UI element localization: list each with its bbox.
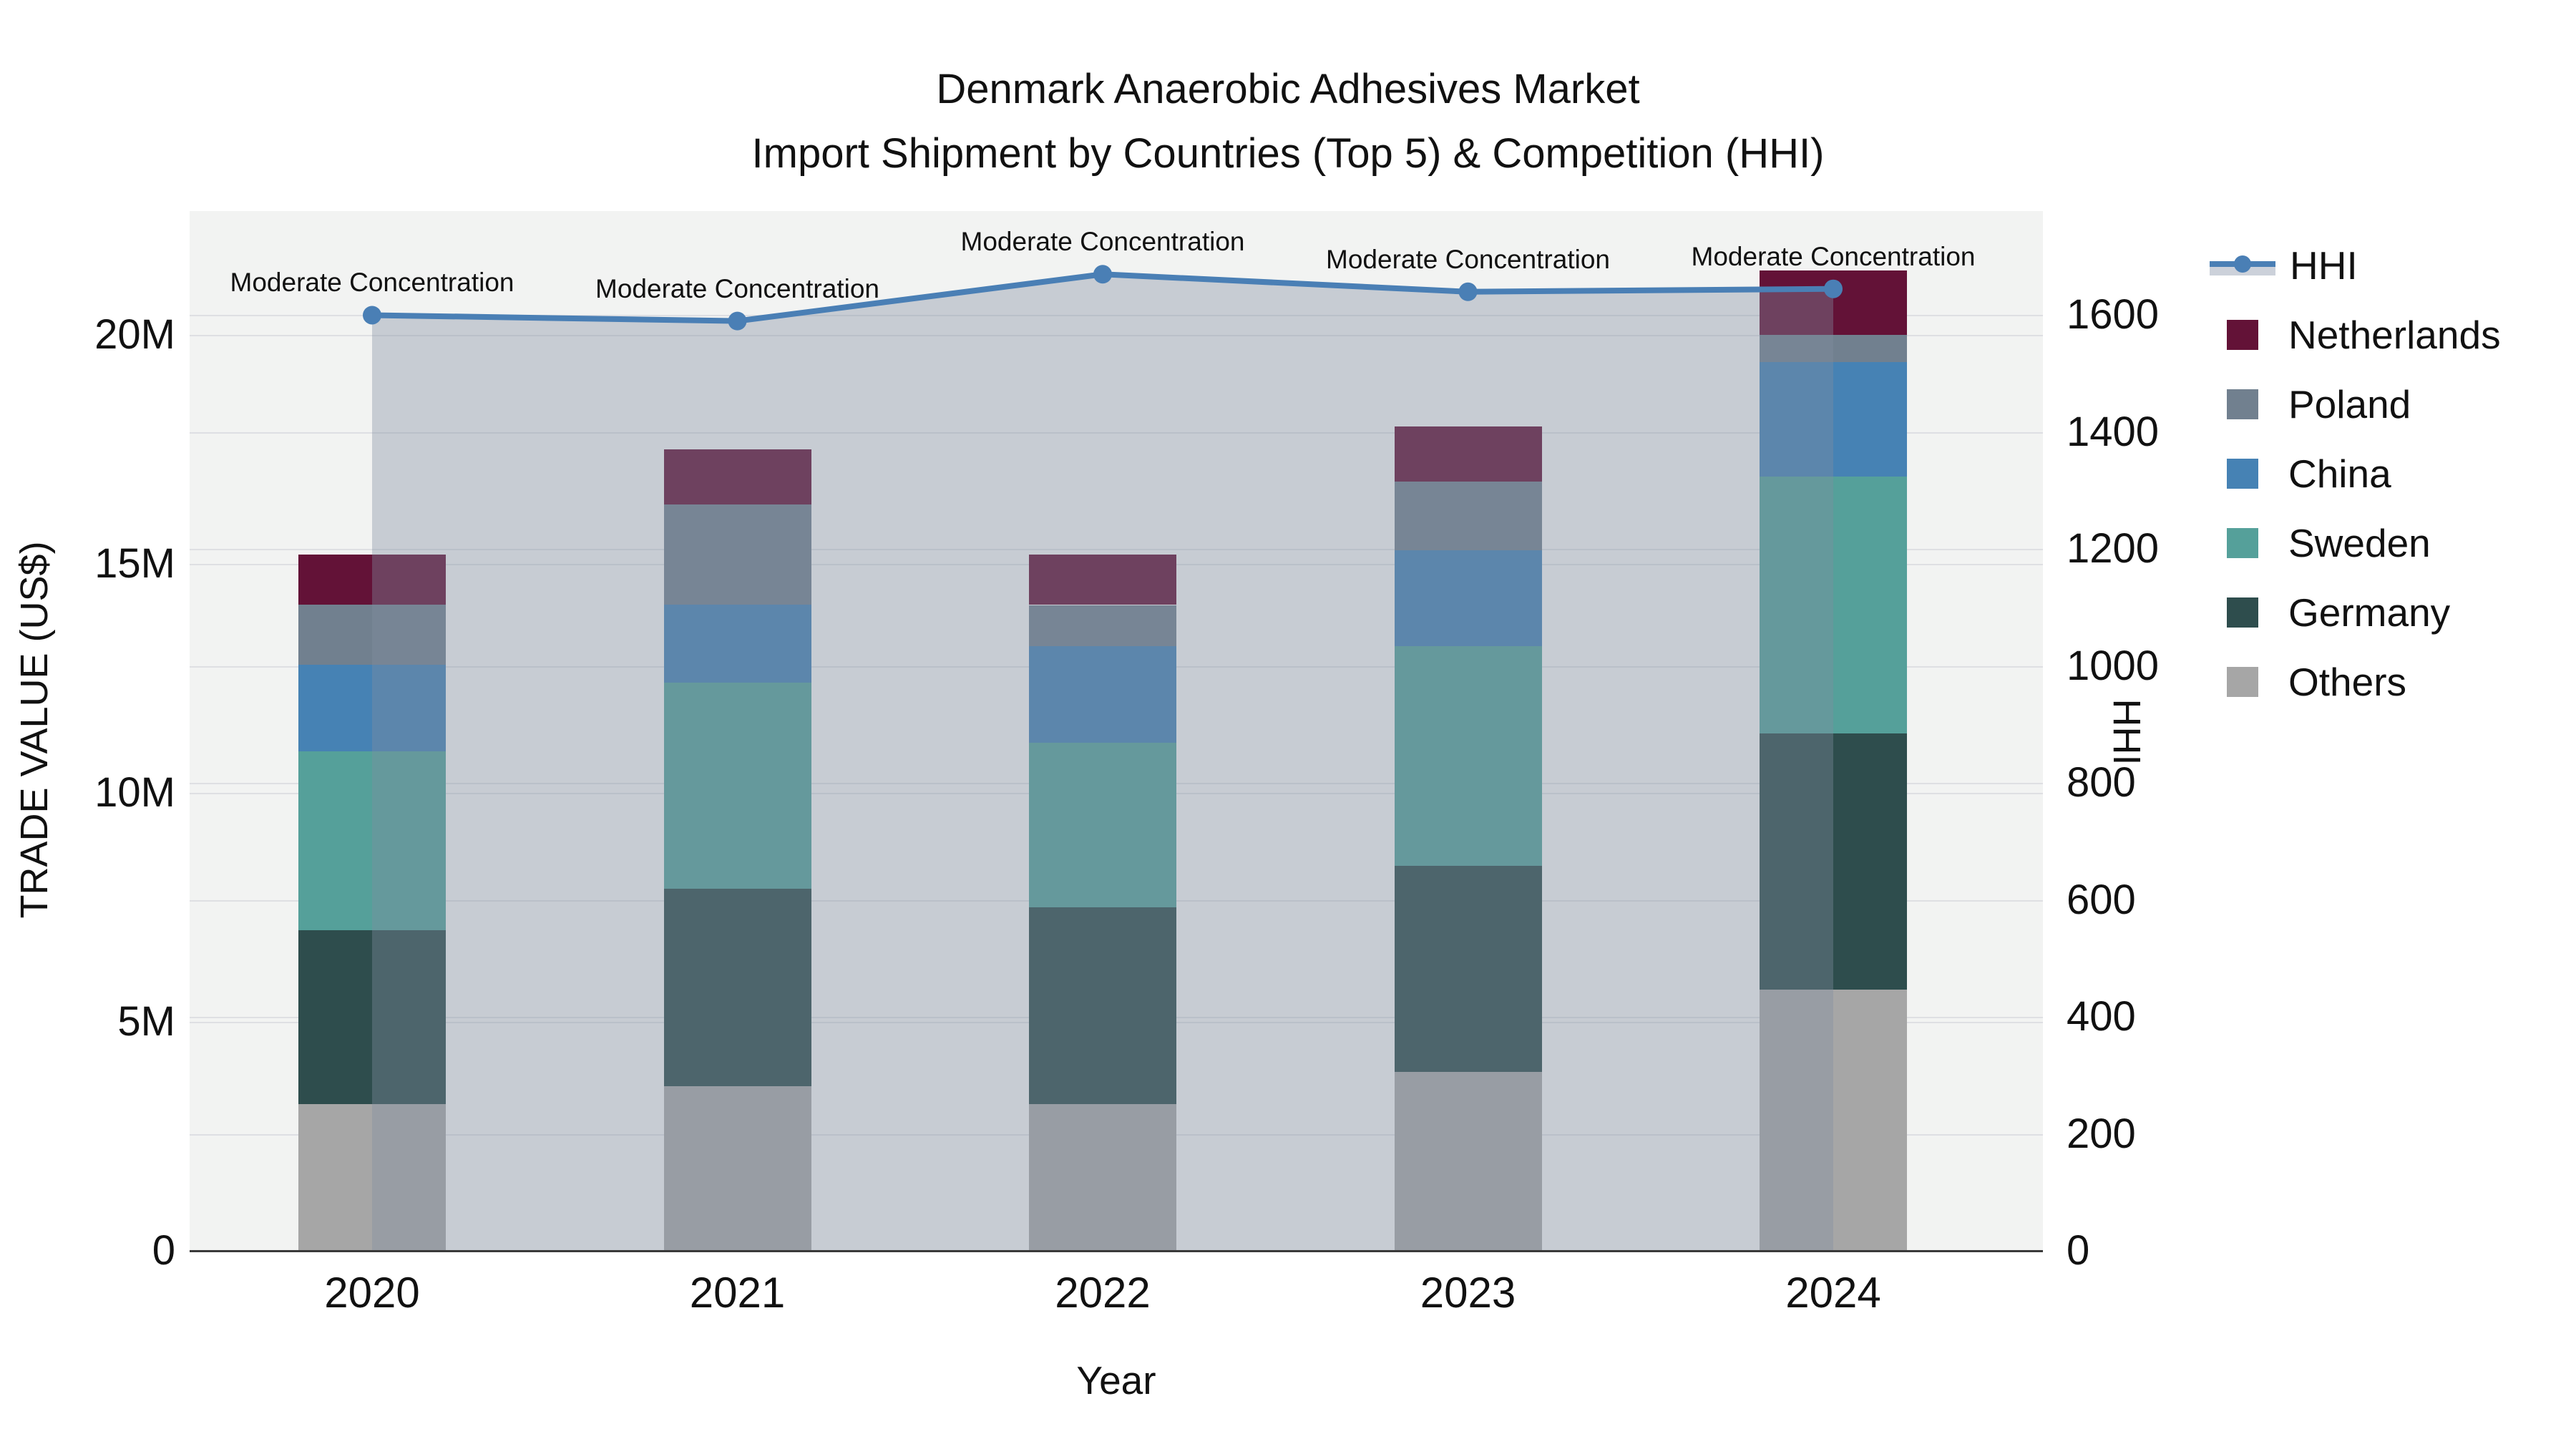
legend-swatch-others	[2227, 666, 2258, 697]
bar-segment-netherlands-2023	[1394, 426, 1542, 482]
bar-segment-others-2022	[1029, 1104, 1176, 1251]
legend-label-sweden: Sweden	[2288, 520, 2431, 565]
legend: HHI Netherlands Poland China Sweden Germany Ot…	[2210, 230, 2501, 716]
bar-segment-sweden-2021	[663, 683, 811, 889]
chart-title-line2: Import Shipment by Countries (Top 5) & C…	[751, 130, 1825, 177]
bar-segment-others-2023	[1394, 1072, 1542, 1251]
legend-swatch-netherlands	[2227, 319, 2258, 350]
legend-item-china[interactable]: China	[2210, 439, 2501, 508]
bar-segment-germany-2024	[1760, 733, 1907, 990]
hhi-gridline	[190, 431, 2043, 434]
hhi-marker-2023	[1458, 282, 1478, 301]
x-axis-title: Year	[1076, 1358, 1156, 1402]
trade-value-gridline	[190, 334, 2043, 336]
legend-swatch-china	[2227, 458, 2258, 489]
legend-label-china: China	[2288, 451, 2391, 496]
hhi-gridline	[190, 549, 2043, 551]
bar-segment-china-2022	[1029, 646, 1176, 743]
bar-segment-germany-2023	[1394, 866, 1542, 1073]
y2-tick-1200: 1200	[2067, 525, 2160, 572]
y2-tick-1000: 1000	[2067, 642, 2160, 689]
bar-segment-poland-2022	[1029, 605, 1176, 647]
bar-segment-others-2024	[1760, 990, 1907, 1251]
bar-segment-netherlands-2022	[1029, 555, 1176, 605]
legend-label-poland: Poland	[2288, 381, 2411, 426]
legend-item-netherlands[interactable]: Netherlands	[2210, 300, 2501, 369]
hhi-marker-swatch	[2234, 255, 2251, 273]
x-tick-2020: 2020	[324, 1269, 420, 1317]
bar-segment-others-2021	[663, 1085, 811, 1251]
legend-swatch-poland	[2227, 389, 2258, 419]
bar-segment-poland-2023	[1394, 481, 1542, 550]
bar-segment-sweden-2024	[1760, 477, 1907, 733]
x-tick-2022: 2022	[1055, 1269, 1151, 1317]
bar-segment-others-2020	[298, 1104, 446, 1251]
y-tick-15M: 15M	[94, 540, 175, 587]
x-axis-line	[190, 1250, 2043, 1252]
bar-segment-sweden-2020	[298, 751, 446, 930]
y-tick-5M: 5M	[117, 997, 175, 1045]
legend-label-others: Others	[2288, 659, 2407, 704]
y2-tick-800: 800	[2067, 759, 2136, 806]
annotation-2022: Moderate Concentration	[960, 227, 1245, 257]
legend-item-sweden[interactable]: Sweden	[2210, 508, 2501, 577]
y2-axis-title: HHI	[2105, 698, 2148, 766]
annotation-2021: Moderate Concentration	[595, 273, 879, 303]
chart-title-line1: Denmark Anaerobic Adhesives Market	[936, 66, 1640, 112]
legend-label-germany: Germany	[2288, 590, 2451, 635]
y-tick-20M: 20M	[94, 311, 175, 358]
y2-tick-400: 400	[2067, 993, 2136, 1040]
bar-segment-sweden-2022	[1029, 742, 1176, 907]
annotation-2024: Moderate Concentration	[1691, 241, 1976, 271]
hhi-line-swatch-icon	[2210, 250, 2275, 280]
x-tick-2023: 2023	[1420, 1269, 1516, 1317]
hhi-marker-2022	[1093, 265, 1112, 284]
hhi-line	[371, 271, 1834, 324]
bar-segment-poland-2020	[298, 605, 446, 665]
annotation-2023: Moderate Concentration	[1326, 244, 1610, 274]
legend-item-poland[interactable]: Poland	[2210, 369, 2501, 439]
bar-segment-poland-2021	[663, 504, 811, 605]
annotation-2020: Moderate Concentration	[230, 268, 514, 298]
bar-segment-china-2020	[298, 664, 446, 752]
bar-segment-sweden-2023	[1394, 646, 1542, 867]
bar-segment-poland-2024	[1760, 334, 1907, 363]
legend-item-hhi[interactable]: HHI	[2210, 230, 2501, 300]
bar-segment-netherlands-2024	[1760, 270, 1907, 335]
y-axis-title: TRADE VALUE (US$)	[13, 541, 56, 919]
bar-segment-netherlands-2021	[663, 449, 811, 504]
bar-segment-germany-2021	[663, 889, 811, 1086]
x-tick-2021: 2021	[689, 1269, 786, 1317]
legend-label-hhi: HHI	[2290, 243, 2358, 288]
bar-segment-germany-2022	[1029, 907, 1176, 1105]
y2-tick-600: 600	[2067, 876, 2136, 923]
bar-segment-china-2023	[1394, 550, 1542, 647]
y2-tick-1600: 1600	[2067, 291, 2160, 338]
y2-tick-1400: 1400	[2067, 408, 2160, 455]
bar-segment-china-2024	[1760, 362, 1907, 477]
bar-segment-china-2021	[663, 605, 811, 683]
y-tick-0: 0	[152, 1227, 175, 1274]
bar-segment-netherlands-2020	[298, 555, 446, 605]
y2-tick-200: 200	[2067, 1110, 2136, 1157]
legend-swatch-sweden	[2227, 527, 2258, 558]
y-tick-10M: 10M	[94, 769, 175, 816]
legend-item-germany[interactable]: Germany	[2210, 577, 2501, 647]
legend-item-others[interactable]: Others	[2210, 647, 2501, 716]
legend-label-netherlands: Netherlands	[2288, 312, 2501, 357]
x-tick-2024: 2024	[1785, 1269, 1881, 1317]
y2-tick-0: 0	[2067, 1227, 2090, 1274]
bar-segment-germany-2020	[298, 930, 446, 1105]
plot-area: Moderate Concentration Moderate Concentra…	[190, 211, 2043, 1252]
legend-swatch-germany	[2227, 597, 2258, 628]
